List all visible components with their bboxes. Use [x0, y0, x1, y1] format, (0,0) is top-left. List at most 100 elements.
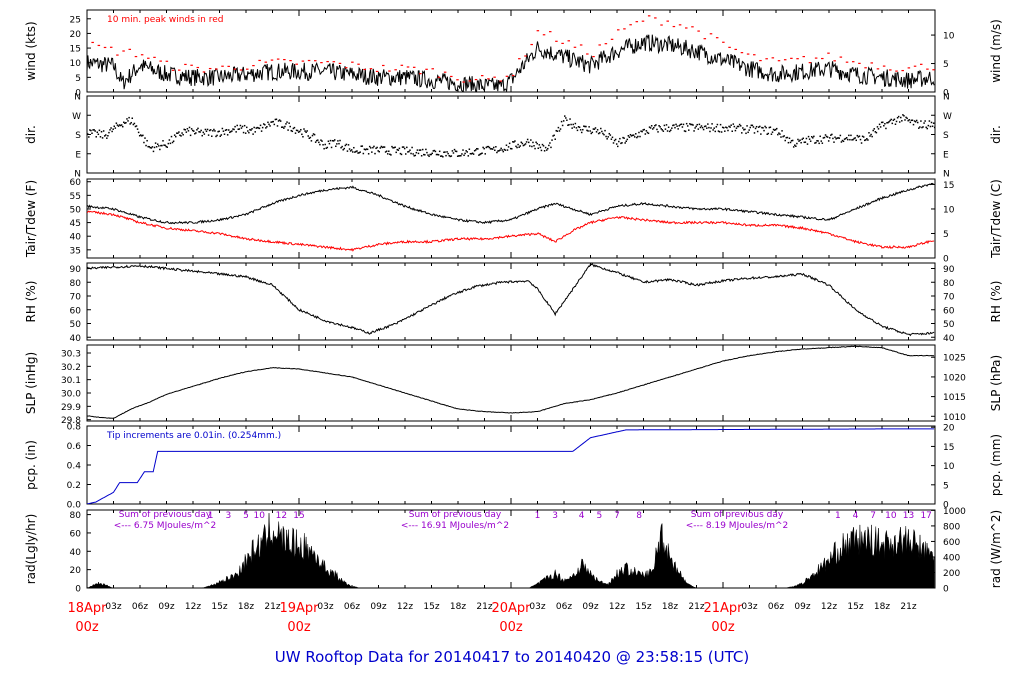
dir-point	[414, 154, 417, 157]
dir-point	[361, 145, 364, 147]
dir-point	[919, 126, 921, 128]
dir-point	[804, 141, 807, 143]
dir-point	[628, 136, 631, 138]
dir-point	[711, 123, 713, 125]
dir-point	[313, 133, 316, 136]
dir-point	[490, 148, 493, 150]
dir-point	[529, 145, 531, 147]
dir-point	[713, 127, 715, 129]
dir-point	[698, 123, 701, 126]
dir-point	[308, 137, 311, 140]
dir-point	[573, 126, 576, 128]
dir-point	[838, 137, 841, 139]
dir-point	[378, 150, 380, 153]
dir-point	[690, 123, 692, 126]
dir-point	[382, 146, 385, 148]
dir-point	[177, 132, 179, 135]
dir-point	[119, 124, 122, 127]
dir-point	[796, 142, 798, 145]
dir-point	[720, 131, 723, 133]
rad-hour-label: 1	[535, 511, 541, 521]
dir-point	[302, 135, 304, 138]
dir-point	[428, 155, 430, 158]
dir-point	[292, 127, 295, 130]
dir-point	[360, 145, 362, 147]
dir-point	[852, 138, 854, 141]
dir-point	[89, 129, 91, 131]
dir-point	[837, 137, 839, 139]
dir-point	[479, 153, 481, 156]
dir-point	[182, 133, 184, 136]
dir-point	[898, 121, 901, 123]
dir-point	[633, 136, 636, 138]
dir-point	[829, 137, 831, 139]
dir-point	[406, 146, 408, 149]
ytick-label-right: 80	[943, 279, 955, 289]
dir-point	[517, 143, 519, 146]
dir-point	[841, 139, 844, 142]
dir-point	[481, 152, 483, 154]
dir-point	[393, 146, 395, 149]
dir-point	[478, 154, 480, 156]
ytick-label: 0.4	[67, 462, 82, 472]
rad-hour-label: 4	[853, 511, 859, 521]
dir-point	[219, 135, 221, 137]
dir-point	[825, 135, 828, 138]
ytick-label-right: 5	[943, 230, 949, 240]
dir-point	[383, 146, 386, 148]
dir-point	[201, 134, 203, 137]
dir-point	[672, 124, 674, 127]
dir-point	[128, 116, 130, 119]
dir-point	[892, 119, 895, 122]
dir-point	[455, 150, 458, 153]
dir-point	[110, 127, 112, 129]
dir-point	[536, 142, 538, 145]
dir-point	[750, 124, 753, 127]
dir-point	[696, 123, 698, 126]
dir-point	[707, 123, 709, 125]
dir-point	[739, 125, 742, 127]
dir-point	[567, 124, 569, 127]
dir-point	[277, 120, 280, 122]
dir-point	[637, 135, 639, 138]
dir-point	[328, 142, 331, 145]
series-line-rh	[87, 263, 935, 337]
dir-point	[379, 147, 382, 149]
dir-point	[548, 144, 550, 147]
dir-point	[198, 131, 200, 133]
dir-point	[733, 125, 736, 128]
dir-point	[421, 148, 424, 151]
dir-point	[617, 145, 619, 148]
dir-point	[614, 138, 617, 141]
dir-point	[337, 140, 339, 142]
dir-point	[100, 130, 103, 133]
dir-point	[486, 145, 489, 148]
dir-point	[590, 132, 592, 135]
x-tick-label: 03z	[105, 602, 121, 612]
dir-point	[214, 130, 216, 132]
ytick-label-right: 10	[943, 205, 955, 215]
dir-point	[155, 146, 158, 148]
ylabel-left-temp: Tair/Tdew (F)	[24, 180, 38, 258]
dir-point	[364, 148, 367, 151]
dir-point	[507, 146, 510, 148]
dir-point	[163, 144, 165, 146]
dir-point	[814, 142, 816, 144]
dir-point	[354, 151, 356, 153]
dir-point	[586, 129, 588, 132]
ytick-label-right: 1015	[943, 393, 966, 403]
panel-frame-dir	[86, 95, 936, 174]
dir-point	[875, 131, 878, 134]
dir-point	[164, 144, 166, 147]
dir-point	[770, 133, 773, 135]
ytick-label-right: S	[943, 131, 949, 141]
dir-point	[549, 142, 551, 144]
ytick-label: N	[74, 93, 81, 103]
dir-point	[518, 146, 520, 148]
dir-point	[260, 130, 263, 132]
dir-point	[350, 149, 353, 151]
x-tick-label: 18z	[450, 602, 466, 612]
ytick-label-right: 200	[943, 569, 960, 579]
dir-point	[250, 129, 252, 131]
rad-hour-label: 5	[596, 511, 602, 521]
